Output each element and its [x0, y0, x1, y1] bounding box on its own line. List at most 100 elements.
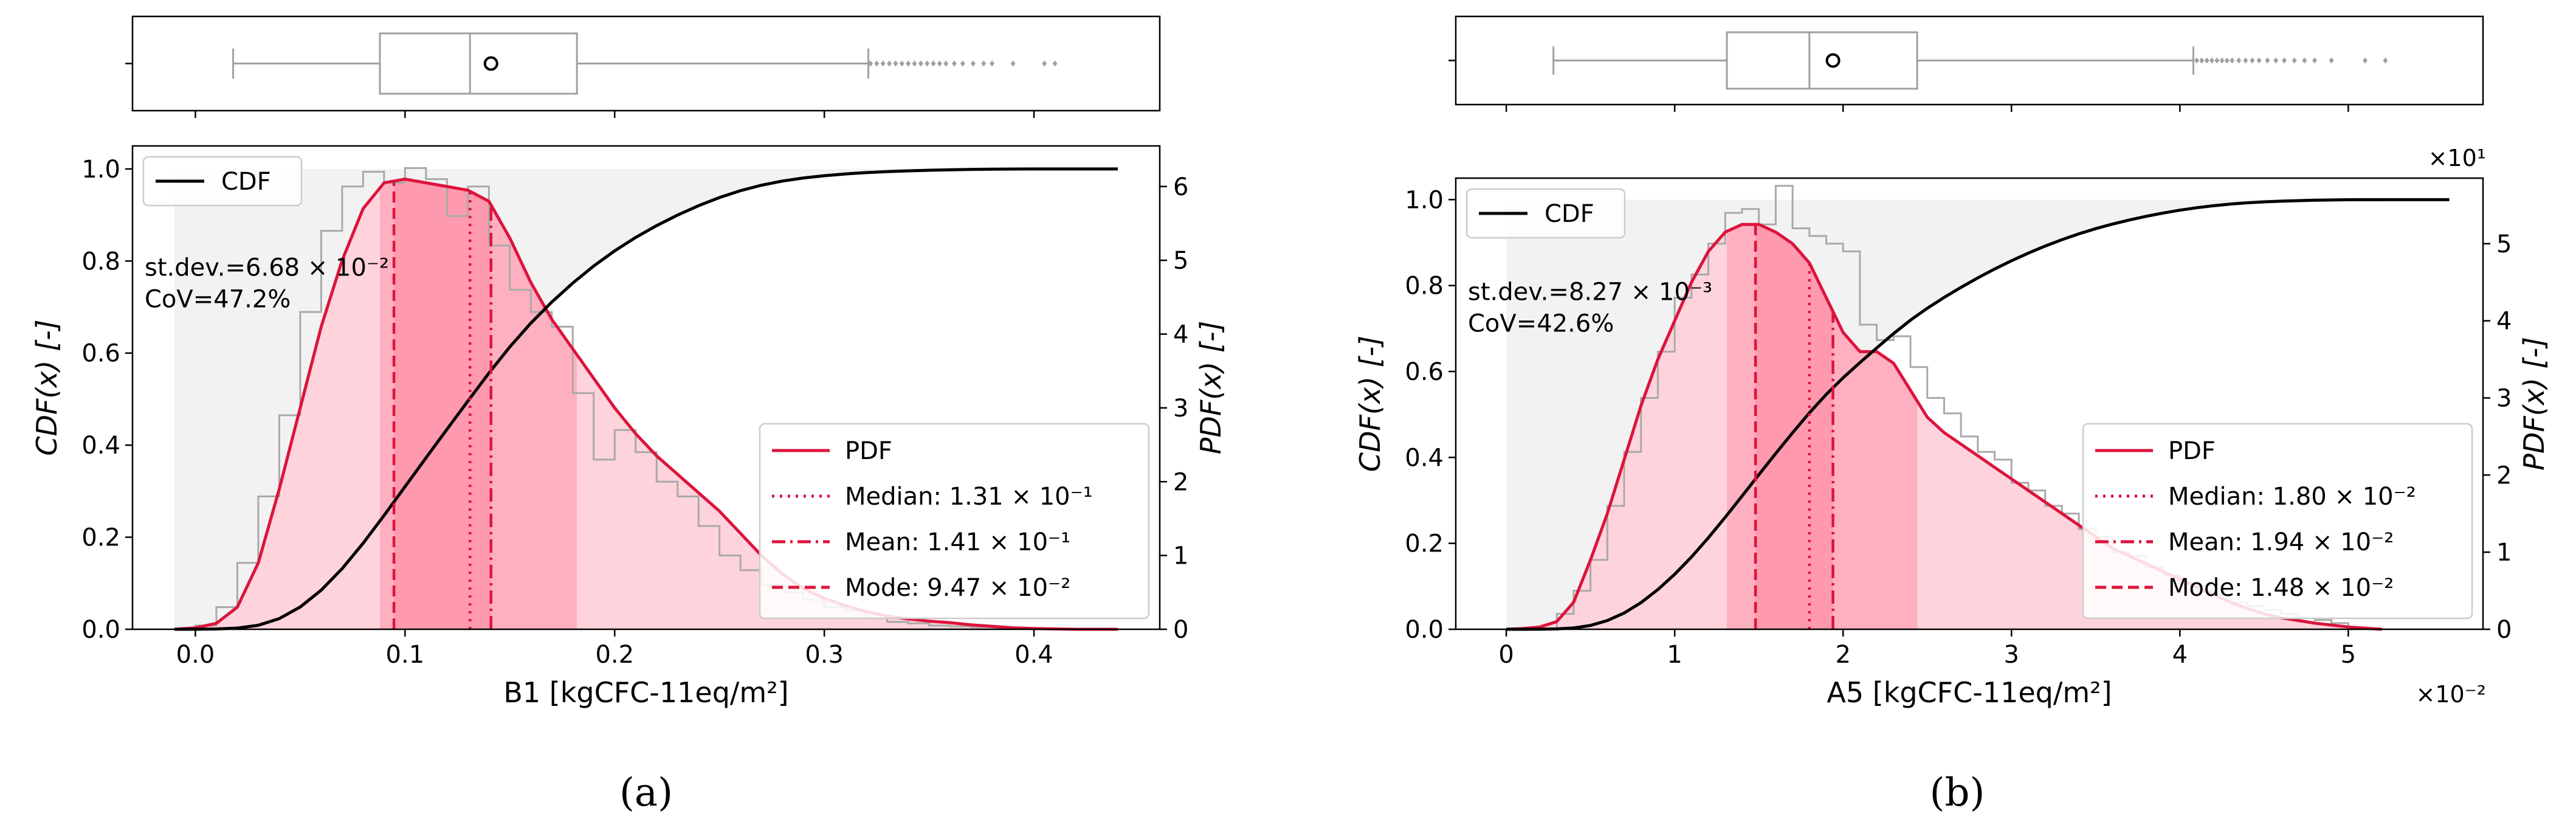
boxplot-outlier	[2230, 57, 2235, 64]
pdf-legend-label: Mode: 9.47 × 10⁻²	[845, 574, 1070, 602]
y-right-tick-label: 2	[1173, 468, 1188, 496]
boxplot-outlier	[899, 60, 904, 67]
y-right-tick-label: 6	[1173, 173, 1188, 201]
x-tick-label: 1	[1667, 641, 1682, 669]
y-left-tick-label: 0.8	[81, 247, 120, 275]
boxplot-outlier	[2250, 57, 2255, 64]
y-right-axis-label: PDF(x) [-]	[2518, 337, 2550, 471]
boxplot-mean-marker	[483, 56, 498, 71]
y-left-tick-label: 0.4	[81, 432, 120, 460]
y-right-tick-label: 0	[2496, 616, 2512, 644]
x-tick-label: 3	[2004, 641, 2019, 669]
x-tick-label: 4	[2172, 641, 2188, 669]
pdf-legend-label: Mean: 1.94 × 10⁻²	[2168, 528, 2394, 556]
y-left-axis-label: CDF(x) [-]	[1354, 336, 1386, 472]
boxplot-outlier	[2204, 57, 2209, 64]
x-tick-label: 0.1	[386, 641, 425, 669]
pdf-legend-label: PDF	[2168, 437, 2216, 465]
pdf-legend-label: Mean: 1.41 × 10⁻¹	[845, 528, 1070, 556]
boxplot-outlier	[2243, 57, 2248, 64]
cdf-curve	[174, 167, 1118, 631]
boxplot-outlier	[1042, 60, 1047, 67]
y-left-tick-label: 0.8	[1405, 272, 1444, 300]
pdf-legend-box	[2082, 423, 2473, 620]
chart-panel-a: 0.0 0.1 0.2 0.3 0.4 0.0 0.2 0.4 0.6 0.8 1.0 0 1 2 3 4 5 6…	[30, 15, 1227, 815]
chart-panel-b: 0 1 2 3 4 5 0.0 0.2 0.4 0.6 0.8 1.0 0 1 2 3 4 5 A5 [kgCFC-…	[1354, 15, 2550, 815]
y-left-tick-label: 0.0	[81, 616, 120, 644]
panel-caption: (a)	[619, 770, 673, 815]
pdf-legend-label: Median: 1.31 × 10⁻¹	[845, 483, 1093, 511]
x-tick-label: 5	[2341, 641, 2356, 669]
pdf-curve	[174, 178, 1118, 631]
boxplot-outlier	[952, 60, 957, 67]
boxplot-outlier	[2282, 57, 2287, 64]
boxplot-outlier	[874, 60, 880, 67]
y-right-tick-label: 1	[2496, 539, 2512, 567]
boxplot-outlier	[2199, 57, 2205, 64]
boxplot-outlier	[893, 60, 898, 67]
stats-annotation: CoV=47.2%	[145, 285, 291, 313]
x-tick-label: 0.0	[176, 641, 215, 669]
boxplot-outlier	[2219, 57, 2225, 64]
y-left-tick-label: 0.2	[81, 524, 120, 552]
y-left-tick-label: 0.6	[1405, 358, 1444, 386]
boxplot-outlier	[887, 60, 892, 67]
x-axis-label: B1 [kgCFC-11eq/m²]	[503, 676, 788, 709]
boxplot-outlier	[937, 60, 942, 67]
boxplot-box	[1726, 31, 1918, 90]
boxplot-mean-marker	[1825, 53, 1841, 68]
boxplot-outlier	[912, 60, 917, 67]
y-right-tick-label: 2	[2496, 461, 2512, 489]
boxplot-outlier	[2265, 57, 2270, 64]
boxplot-outlier	[943, 60, 949, 67]
boxplot-outlier	[2194, 57, 2200, 64]
y-right-tick-label: 3	[2496, 384, 2512, 412]
cdf-curve	[1506, 198, 2450, 631]
x-axis-label: A5 [kgCFC-11eq/m²]	[1827, 676, 2112, 709]
boxplot-outlier	[2383, 57, 2388, 64]
boxplot-outlier	[981, 60, 987, 67]
y-right-tick-label: 3	[1173, 395, 1188, 423]
boxplot-outlier	[2256, 57, 2262, 64]
pdf-fill-full	[1506, 224, 2382, 630]
y-left-tick-label: 0.0	[1405, 616, 1444, 644]
cdf-legend-label: CDF	[221, 168, 271, 196]
y-left-tick-label: 1.0	[1405, 186, 1444, 214]
x-tick-label: 0.4	[1014, 641, 1053, 669]
boxplot-outlier	[990, 60, 995, 67]
x-axis-exponent: ×10⁻²	[2416, 681, 2486, 708]
stats-annotation: st.dev.=6.68 × 10⁻²	[145, 254, 389, 282]
boxplot-outlier	[2363, 57, 2368, 64]
y-left-tick-label: 0.2	[1405, 530, 1444, 558]
cdf-legend-box	[142, 156, 303, 207]
boxplot-outlier	[2209, 57, 2214, 64]
boxplot-outlier	[960, 60, 965, 67]
pdf-legend-label: Median: 1.80 × 10⁻²	[2168, 483, 2416, 511]
boxplot-outlier	[918, 60, 923, 67]
y-right-tick-label: 1	[1173, 542, 1188, 570]
y-right-tick-label: 4	[2496, 308, 2512, 336]
boxplot-outlier	[2329, 57, 2334, 64]
x-tick-label: 2	[1835, 641, 1850, 669]
pdf-fill-center	[394, 179, 491, 629]
boxplot-outlier	[2273, 57, 2279, 64]
y-left-tick-label: 1.0	[81, 156, 120, 184]
boxplot-outlier	[2302, 57, 2307, 64]
x-tick-label: 0.3	[805, 641, 844, 669]
y-right-exponent: ×10¹	[2428, 145, 2486, 171]
pdf-legend-label: PDF	[845, 437, 892, 465]
plot-frame	[131, 145, 1161, 630]
pdf-legend-box	[759, 423, 1150, 620]
cdf-legend-box	[1465, 188, 1626, 239]
cdf-legend-label: CDF	[1545, 200, 1594, 228]
stats-annotation: CoV=42.6%	[1468, 310, 1614, 338]
boxplot-outlier	[925, 60, 930, 67]
pdf-fill-center	[1755, 224, 1833, 630]
panel-caption: (b)	[1930, 770, 1985, 815]
y-right-tick-label: 4	[1173, 321, 1188, 349]
plot-frame	[1455, 177, 2484, 630]
y-right-axis-label: PDF(x) [-]	[1194, 321, 1227, 455]
y-right-tick-label: 5	[1173, 247, 1188, 275]
boxplot-outlier	[1010, 60, 1016, 67]
